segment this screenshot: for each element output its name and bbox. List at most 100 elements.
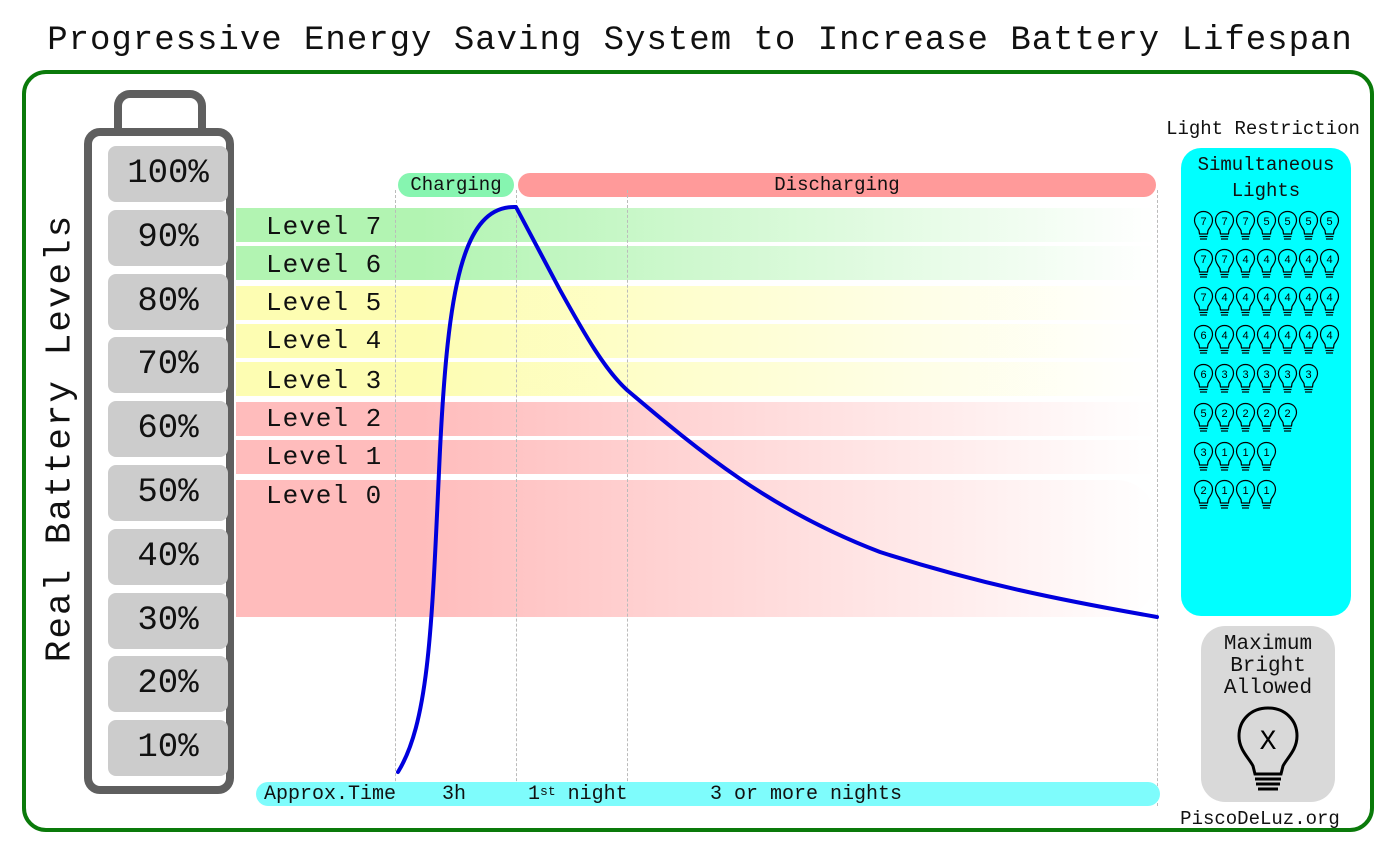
bulb-count: 3 [1221,369,1227,381]
max-bright-line1: Maximum [1223,633,1313,656]
light-bulb-icon: 4 [1319,324,1340,360]
light-bulb-icon: 5 [1298,210,1319,246]
time-axis-label: Approx.Time [264,782,397,806]
bulb-count: 5 [1284,216,1290,228]
light-bulb-icon: 4 [1277,248,1298,284]
battery-cell: 30% [108,592,228,649]
light-bulb-icon: 1 [1214,441,1235,477]
bulb-count: 7 [1200,254,1206,266]
light-bulb-icon: 1 [1256,441,1277,477]
light-bulb-icon: 4 [1277,286,1298,322]
max-bright-panel: Maximum Bright Allowed X [1201,626,1335,802]
light-bulb-icon: 6 [1193,363,1214,399]
bulb-count: 4 [1221,330,1227,342]
bulb-count: 6 [1200,330,1206,342]
bulb-row: 6 4 4 4 4 4 4 [1193,324,1340,360]
level-band [236,246,1156,280]
level-label: Level 7 [266,212,383,242]
battery-icon: 100% 90% 80% 70% 60% 50% 40% 30% 20% 10% [84,128,234,794]
charge-discharge-line [396,204,1159,774]
light-bulb-icon: 4 [1277,324,1298,360]
light-restriction-title: Light Restriction [1166,118,1360,140]
light-bulb-icon: 2 [1235,402,1256,438]
light-bulb-icon: 7 [1214,248,1235,284]
light-bulb-icon: 5 [1256,210,1277,246]
bulb-count: 4 [1326,254,1332,266]
bulb-count: 1 [1242,447,1248,459]
light-bulb-icon: 2 [1277,402,1298,438]
light-bulb-icon: 4 [1235,286,1256,322]
bulb-count: 4 [1326,292,1332,304]
phase-divider [627,190,628,806]
bulb-count: 4 [1284,254,1290,266]
light-bulb-icon: 2 [1214,402,1235,438]
light-bulb-icon: 4 [1235,324,1256,360]
light-restriction-panel: Simultaneous Lights 7 7 7 5 5 5 5 7 7 4 4 4 4 4 7 4 4 4 4 4… [1181,148,1351,616]
bulb-count: 4 [1242,330,1248,342]
battery-cell: 80% [108,273,228,330]
diagram-frame [22,70,1374,832]
max-bright-line2: Bright [1230,655,1306,678]
battery-cell: 100% [108,146,228,202]
bulb-count: 1 [1221,447,1227,459]
bulb-count: 4 [1305,330,1311,342]
bulb-count: 7 [1200,292,1206,304]
light-bulb-icon: 7 [1193,286,1214,322]
battery-cell: 40% [108,528,228,585]
light-bulb-icon: 4 [1214,324,1235,360]
bulb-row: 2 1 1 1 [1193,479,1277,515]
light-bulb-icon: 4 [1235,248,1256,284]
level-label: Level 2 [266,404,383,434]
bulb-count: 5 [1305,216,1311,228]
bulb-count: 4 [1263,330,1269,342]
bulb-count: 6 [1200,369,1206,381]
bulb-count: 2 [1263,408,1269,420]
light-bulb-icon: 4 [1256,324,1277,360]
light-bulb-icon: 4 [1256,248,1277,284]
bulb-count: 5 [1200,408,1206,420]
bulb-count: 5 [1326,216,1332,228]
level-band [236,402,1156,436]
simultaneous-lights-header: Simultaneous Lights [1197,154,1335,202]
light-bulb-icon: 4 [1214,286,1235,322]
light-bulb-icon: 7 [1235,210,1256,246]
light-bulb-icon: 4 [1298,286,1319,322]
bulb-count: 4 [1305,292,1311,304]
battery-cell: 90% [108,209,228,266]
page-title: Progressive Energy Saving System to Incr… [47,22,1353,60]
time-3h: 3h [442,782,467,806]
light-bulb-icon: 3 [1235,363,1256,399]
time-axis-bar [256,782,1160,806]
level-band [236,208,1156,242]
battery-cell: 70% [108,337,228,394]
light-bulb-icon: 6 [1193,324,1214,360]
level-band [236,324,1156,358]
light-bulb-icon: 7 [1193,248,1214,284]
bulb-count: 3 [1200,447,1206,459]
bulb-count: 1 [1263,447,1269,459]
battery-cell: 20% [108,656,228,713]
bulb-count: 5 [1263,216,1269,228]
website-credit: PiscoDeLuz.org [1180,808,1340,830]
max-bright-line3: Allowed [1223,677,1313,700]
phase-divider [516,190,517,806]
bulb-count: 4 [1242,254,1248,266]
bulb-count: 3 [1305,369,1311,381]
bulb-count: 1 [1242,485,1248,497]
bulb-count: 7 [1221,254,1227,266]
battery-cell: 60% [108,401,228,458]
light-bulb-icon: 3 [1277,363,1298,399]
bulb-row: 7 7 7 5 5 5 5 [1193,210,1340,246]
level-label: Level 4 [266,326,383,356]
light-bulb-icon: X [1237,706,1299,791]
bulb-count: 3 [1242,369,1248,381]
bulb-count: 2 [1221,408,1227,420]
bulb-count: 4 [1263,254,1269,266]
light-bulb-icon: 2 [1256,402,1277,438]
bulb-count: 2 [1242,408,1248,420]
battery-cell: 50% [108,465,228,521]
phase-divider [395,190,396,806]
bulb-row: 7 4 4 4 4 4 4 [1193,286,1340,322]
